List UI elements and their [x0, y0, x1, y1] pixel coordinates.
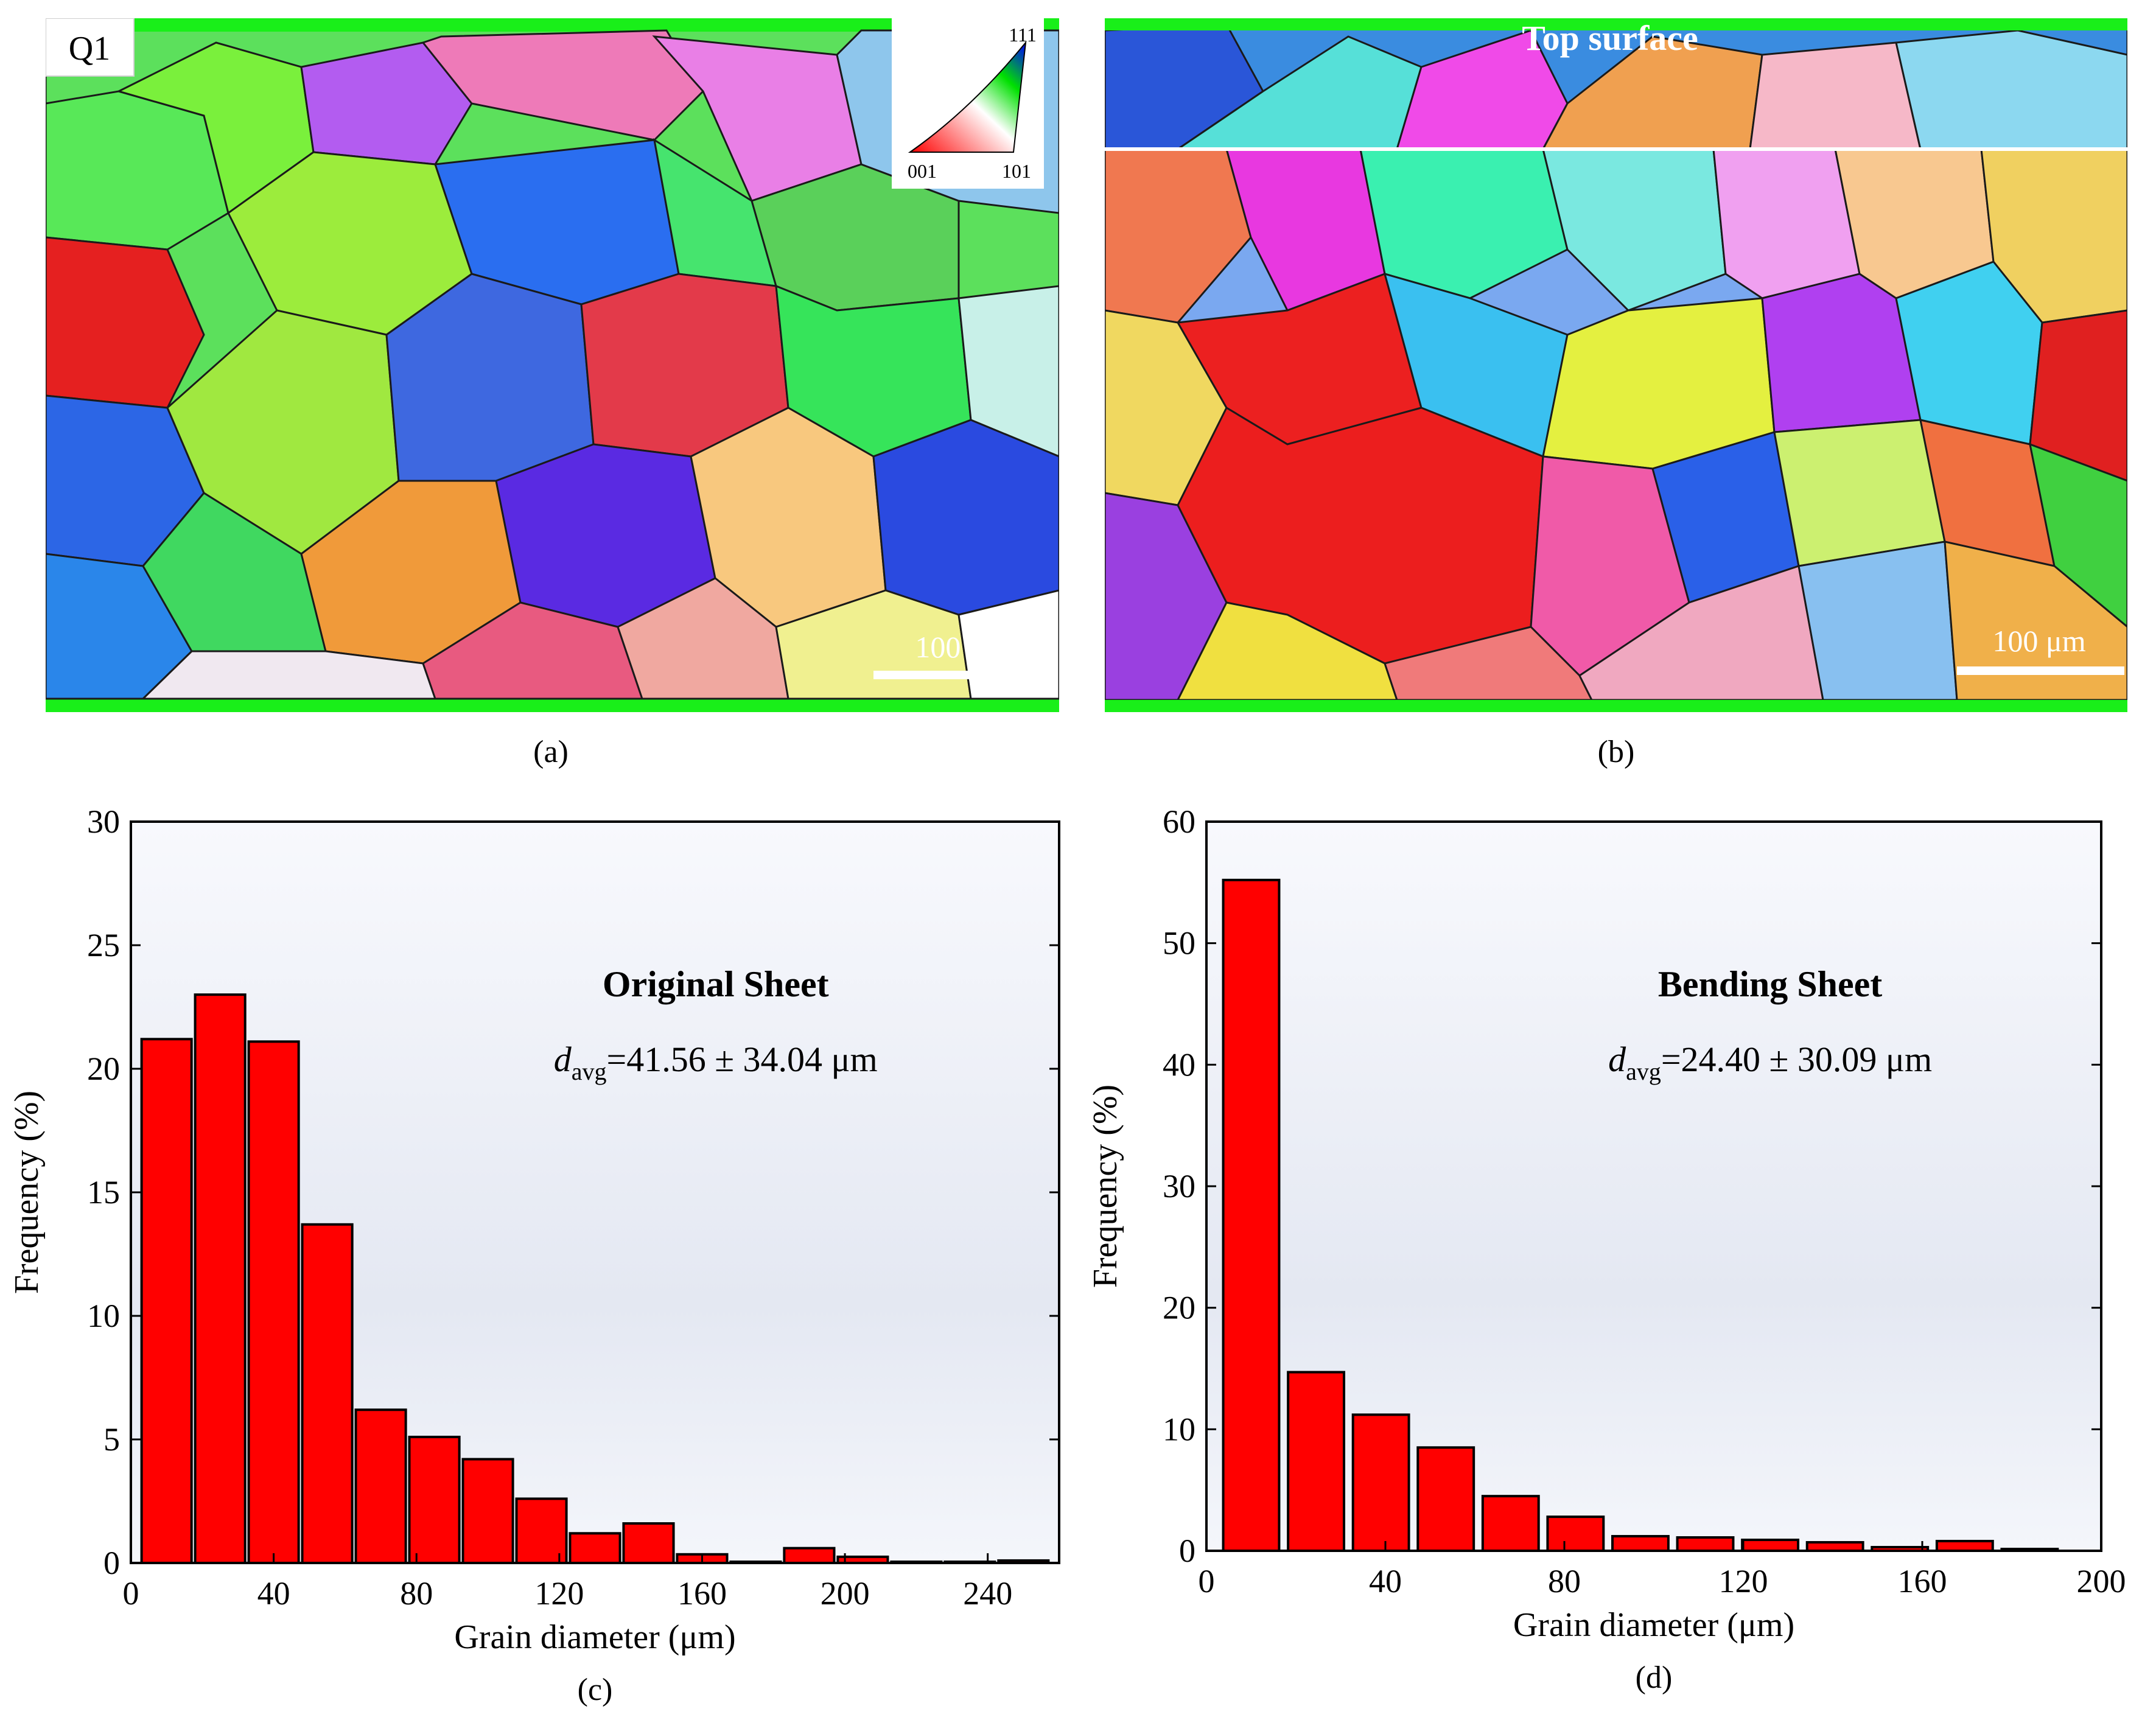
histogram-bar: [1611, 1535, 1670, 1553]
histogram-bar: [408, 1435, 461, 1564]
davg-subscript: avg: [572, 1058, 607, 1085]
x-tick-label: 0: [1199, 1563, 1215, 1599]
chart-title: Original Sheet: [603, 964, 829, 1004]
davg-subscript: avg: [1626, 1058, 1661, 1085]
davg-value: =24.40 ± 30.09 μm: [1661, 1040, 1932, 1079]
x-tick-label: 40: [257, 1575, 290, 1612]
davg-annotation: davg=41.56 ± 34.04 μm: [554, 1040, 878, 1085]
histogram-bar: [301, 1223, 354, 1564]
histogram-bar: [1222, 878, 1281, 1553]
y-tick-label: 60: [1163, 803, 1195, 840]
histogram-bar: [1935, 1540, 1994, 1552]
scale-bar-a: 100 μm: [873, 630, 1041, 679]
histogram-bar: [140, 1038, 193, 1564]
histogram-panel-c: 0 40 80 120 160 200 240 0 5 10 15 20 25 30 Original S…: [0, 785, 1077, 1720]
histogram-bar: [943, 1560, 996, 1564]
y-tick-label: 20: [1163, 1290, 1195, 1326]
ebsd-map-a-graphic: Q1 111 001 101 100 μm: [46, 18, 1059, 712]
histogram-bar: [247, 1040, 300, 1564]
x-tick-label: 160: [677, 1575, 727, 1612]
x-tick-label: 200: [821, 1575, 870, 1612]
ipf-color-key: 111 001 101: [892, 18, 1044, 189]
scale-bar-label-b: 100 μm: [1992, 624, 2085, 658]
ipf-label-101: 101: [1002, 160, 1031, 182]
histogram-bar: [1676, 1536, 1735, 1552]
histogram-bar: [1287, 1371, 1346, 1552]
grain-map-b: [1105, 18, 2127, 712]
x-tick-label: 120: [534, 1575, 584, 1612]
histogram-bar: [836, 1555, 889, 1564]
histogram-bar: [515, 1497, 568, 1564]
histogram-d: 0 40 80 120 160 200 0 10 20 30 40 50 60 Bending Shee…: [1087, 803, 2126, 1695]
davg-symbol: d: [554, 1040, 572, 1079]
y-tick-label: 50: [1163, 925, 1195, 962]
caption-d: (d): [1636, 1660, 1673, 1695]
caption-b: (b): [1598, 735, 1635, 769]
y-tick-label: 10: [87, 1298, 120, 1334]
histogram-c: 0 40 80 120 160 200 240 0 5 10 15 20 25 30 Original S…: [8, 803, 1060, 1707]
y-tick-label: 20: [87, 1051, 120, 1087]
davg-annotation: davg=24.40 ± 30.09 μm: [1608, 1040, 1932, 1085]
x-axis-label: Grain diameter (μm): [1513, 1606, 1794, 1644]
histogram-bar: [622, 1522, 675, 1565]
y-tick-label: 25: [87, 927, 120, 963]
scale-bar-label-a: 100 μm: [915, 630, 1008, 664]
x-tick-label: 200: [2077, 1563, 2126, 1599]
x-tick-label: 0: [123, 1575, 139, 1612]
y-axis-label: Frequency (%): [1087, 1085, 1124, 1288]
y-tick-label: 30: [87, 803, 120, 840]
histogram-bar: [354, 1408, 407, 1565]
y-tick-label: 40: [1163, 1046, 1195, 1083]
histogram-bar: [1546, 1515, 1605, 1553]
histogram-bar: [1871, 1546, 1930, 1553]
histogram-bar: [890, 1560, 943, 1564]
x-tick-label: 120: [1719, 1563, 1768, 1599]
sample-label: Q1: [69, 30, 110, 68]
x-tick-label: 40: [1369, 1563, 1402, 1599]
histogram-bar: [1416, 1446, 1475, 1552]
histogram-bar: [783, 1547, 836, 1565]
x-tick-label: 80: [1548, 1563, 1581, 1599]
ipf-label-111: 111: [1009, 24, 1037, 46]
caption-row-ab: (a) (b): [533, 735, 1635, 769]
histogram-bar: [997, 1559, 1050, 1564]
ebsd-map-b-graphic: Top surface 100 μm: [1105, 18, 2127, 712]
x-axis-label: Grain diameter (μm): [454, 1618, 735, 1656]
histogram-bar: [461, 1458, 514, 1564]
sample-label-box: Q1: [46, 18, 135, 77]
histogram-bar: [569, 1532, 621, 1565]
top-surface-label: Top surface: [1522, 18, 1698, 58]
davg-value: =41.56 ± 34.04 μm: [607, 1040, 878, 1079]
histogram-bar: [1741, 1539, 1800, 1553]
x-tick-label: 160: [1898, 1563, 1947, 1599]
y-tick-label: 0: [103, 1545, 120, 1581]
ebsd-map-panel-b: Top surface 100 μm: [1105, 18, 2127, 712]
y-tick-label: 15: [87, 1174, 120, 1211]
grain-map-a: [46, 18, 1059, 712]
histogram-bar: [2000, 1548, 2059, 1553]
ipf-label-001: 001: [908, 160, 937, 182]
chart-title: Bending Sheet: [1658, 964, 1882, 1004]
y-axis-label: Frequency (%): [8, 1091, 46, 1294]
y-tick-label: 5: [103, 1421, 120, 1458]
caption-c: (c): [578, 1673, 613, 1707]
caption-a: (a): [533, 735, 569, 769]
y-tick-label: 0: [1179, 1533, 1195, 1569]
scale-bar-b: 100 μm: [1957, 624, 2124, 675]
surface-layer-line: [1105, 147, 2127, 151]
x-tick-label: 80: [400, 1575, 433, 1612]
davg-symbol: d: [1608, 1040, 1626, 1079]
ebsd-map-panel-a: Q1 111 001 101 100 μm: [46, 18, 1059, 712]
y-tick-label: 30: [1163, 1168, 1195, 1204]
y-tick-label: 10: [1163, 1411, 1195, 1447]
histogram-panel-d: 0 40 80 120 160 200 0 10 20 30 40 50 60 Bending Shee…: [1079, 785, 2156, 1720]
x-tick-label: 240: [963, 1575, 1012, 1612]
histogram-bar: [1481, 1495, 1540, 1553]
histogram-bar: [194, 993, 247, 1564]
histogram-bar: [1351, 1413, 1410, 1552]
histogram-bar: [1805, 1541, 1864, 1552]
histogram-bar: [729, 1560, 782, 1564]
